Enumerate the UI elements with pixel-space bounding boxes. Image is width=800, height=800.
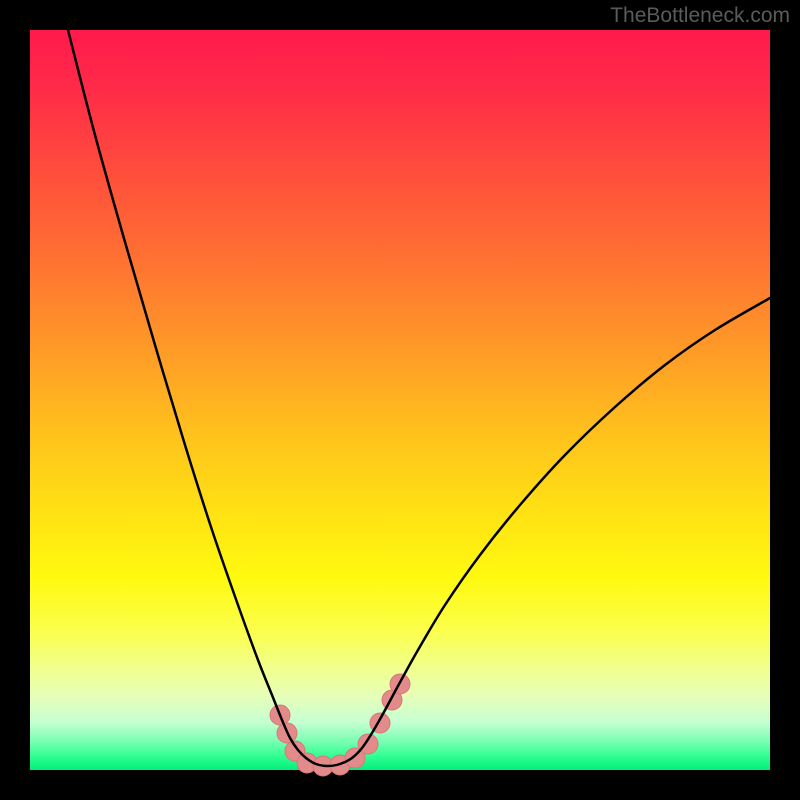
watermark-text: TheBottleneck.com (610, 4, 790, 28)
plot-area (30, 30, 770, 770)
bottleneck-chart-svg (0, 0, 800, 800)
chart-stage: TheBottleneck.com (0, 0, 800, 800)
